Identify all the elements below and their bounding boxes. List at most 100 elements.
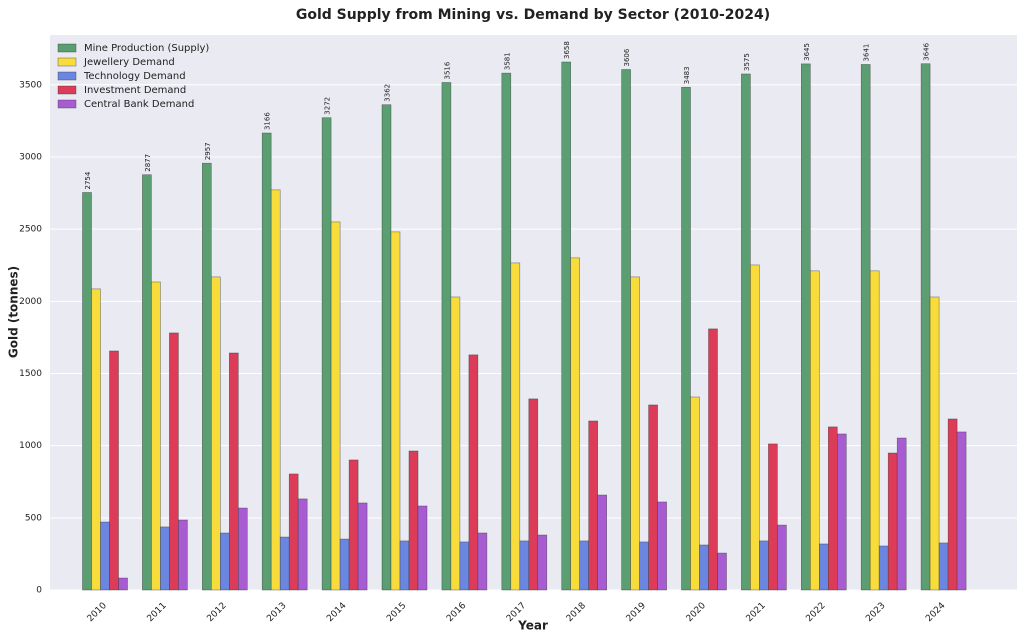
value-label: 3483 [683, 66, 691, 84]
y-tick-label: 3000 [19, 152, 42, 162]
bar [220, 532, 230, 591]
bar [947, 418, 958, 591]
bar [288, 473, 299, 591]
bar [211, 276, 221, 591]
value-label: 2877 [144, 154, 152, 172]
bar [279, 536, 290, 591]
value-label: 3606 [623, 48, 631, 66]
bar [270, 189, 281, 591]
bar [91, 288, 101, 591]
x-tick-label: 2010 [86, 601, 109, 624]
legend-label: Technology Demand [83, 71, 186, 82]
bar [570, 257, 581, 591]
x-tick-label: 2013 [265, 601, 288, 624]
bars: 2754 2877 2957 3166 3272 3362 3516 3581 3658 3606… [82, 41, 967, 591]
y-tick-label: 3500 [19, 80, 42, 90]
bar [142, 174, 152, 591]
bar [229, 352, 239, 591]
y-tick-label: 1000 [19, 441, 42, 451]
y-tick-label: 2500 [19, 225, 42, 235]
bar [160, 526, 170, 591]
legend-label: Mine Production (Supply) [84, 43, 209, 54]
bar [348, 459, 359, 591]
x-tick-label: 2012 [205, 601, 228, 624]
bar [657, 501, 667, 591]
legend-label: Jewellery Demand [83, 57, 175, 68]
y-axis-label: Gold (tonnes) [7, 266, 21, 358]
value-label: 2957 [204, 142, 212, 160]
bar [390, 231, 401, 591]
bar [417, 505, 428, 591]
bar [202, 162, 212, 591]
bar [869, 270, 880, 591]
bar [178, 519, 188, 591]
bar [759, 540, 769, 591]
bar [639, 541, 649, 591]
bar [510, 262, 521, 591]
x-tick-label: 2022 [804, 601, 827, 624]
bar [381, 104, 392, 591]
x-tick-label: 2020 [685, 601, 708, 624]
bar [528, 398, 539, 591]
bar [717, 552, 727, 591]
bar [519, 540, 530, 591]
value-label: 3658 [563, 41, 571, 59]
value-label: 3166 [264, 112, 272, 130]
bar [100, 521, 110, 591]
x-tick-label: 2014 [325, 601, 348, 624]
bar [579, 540, 590, 591]
bar [441, 82, 452, 591]
value-label: 3575 [743, 53, 751, 71]
x-axis-label: Year [517, 619, 548, 633]
bar [896, 437, 907, 591]
bar [777, 524, 787, 591]
bar [597, 494, 608, 591]
bar [750, 264, 760, 591]
x-tick-label: 2011 [146, 601, 169, 624]
bar [818, 543, 829, 591]
value-label: 3362 [384, 84, 392, 102]
legend-swatch [57, 71, 77, 81]
bar [929, 296, 940, 591]
bar [561, 61, 572, 591]
legend-swatch [57, 85, 77, 95]
bar [860, 64, 871, 591]
y-tick-label: 1500 [19, 369, 42, 379]
legend-swatch [57, 57, 77, 67]
bar [339, 538, 350, 591]
bar [681, 86, 691, 591]
bar [741, 73, 751, 591]
value-label: 2754 [84, 171, 92, 189]
x-tick-label: 2016 [445, 601, 468, 624]
bar [537, 534, 548, 591]
bar [920, 63, 931, 591]
bar [878, 545, 889, 591]
x-tick-label: 2023 [864, 601, 887, 624]
y-tick-label: 500 [25, 513, 42, 523]
x-tick-label: 2019 [625, 601, 648, 624]
bar [151, 281, 161, 591]
x-tick-label: 2021 [745, 601, 768, 624]
bar [118, 577, 128, 591]
bar [468, 354, 479, 591]
bar [956, 431, 967, 591]
value-label: 3581 [503, 52, 511, 70]
bar [621, 69, 631, 591]
bar [450, 296, 461, 591]
x-tick-label: 2024 [924, 601, 947, 624]
bar [800, 63, 811, 591]
bar [399, 540, 410, 591]
x-tick-label: 2018 [565, 601, 588, 624]
chart-title: Gold Supply from Mining vs. Demand by Se… [296, 7, 770, 23]
bar [330, 221, 341, 591]
bar [699, 544, 709, 591]
legend-label: Investment Demand [84, 85, 186, 96]
legend-label: Central Bank Demand [84, 99, 194, 110]
bar [109, 350, 119, 591]
y-tick-label: 2000 [19, 297, 42, 307]
legend: Mine Production (Supply) Jewellery Demand… [57, 43, 209, 110]
bar [690, 396, 700, 591]
value-label: 3645 [803, 43, 811, 61]
bar [408, 450, 419, 591]
bar [708, 328, 718, 591]
